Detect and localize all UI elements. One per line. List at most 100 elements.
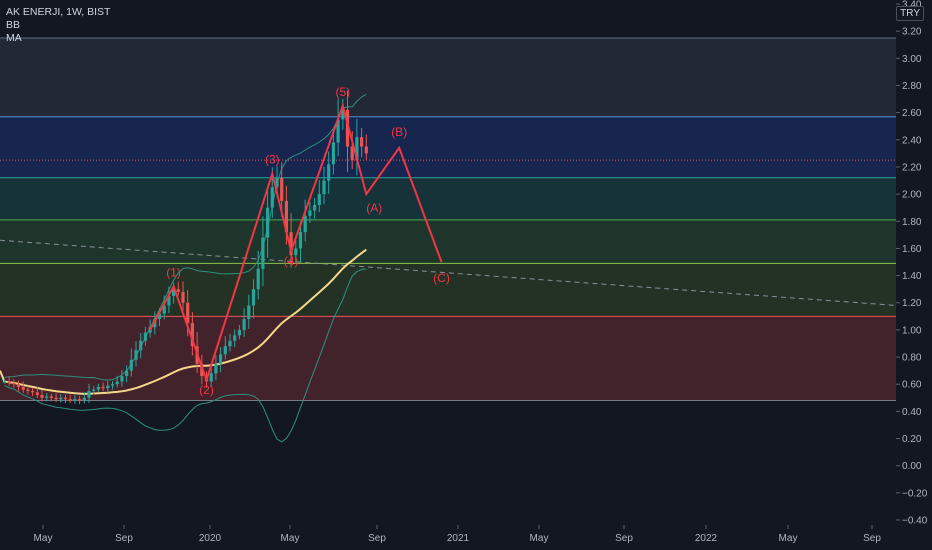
moving-average-line[interactable] [0,248,367,395]
candle-body[interactable] [223,346,227,355]
candle-body[interactable] [190,323,194,347]
time-tick-label: Sep [115,533,133,544]
candle-body[interactable] [298,232,303,249]
candle-body[interactable] [16,384,21,387]
candle-body[interactable] [26,389,30,391]
candle-body[interactable] [35,392,39,396]
candle-body[interactable] [87,391,91,398]
candle-body[interactable] [129,359,133,371]
candle-body[interactable] [78,399,82,401]
candle-body[interactable] [313,204,317,211]
candle-body[interactable] [101,386,105,389]
candle-body[interactable] [322,180,326,195]
candle-body[interactable] [45,396,49,398]
candle-body[interactable] [256,268,260,290]
candle-body[interactable] [162,305,166,314]
candle-body[interactable] [266,207,270,238]
time-tick-label: 2021 [447,533,470,544]
time-tick-label: Sep [863,533,881,544]
wave-label: (B) [391,125,407,139]
candle-body[interactable] [115,381,119,385]
candle-body[interactable] [284,200,288,233]
candle-body[interactable] [219,354,223,364]
candle-body[interactable] [360,137,364,147]
candle-body[interactable] [303,215,307,233]
candle-body[interactable] [247,305,251,320]
candle-body[interactable] [270,187,274,208]
candle-body[interactable] [280,177,284,201]
price-axis-bg[interactable] [896,0,932,550]
time-tick-label: Sep [368,533,386,544]
candle-body[interactable] [73,399,77,401]
candle-body[interactable] [186,302,190,324]
candle-body[interactable] [242,319,246,330]
candle-body[interactable] [68,399,72,401]
fib-levels [0,37,896,402]
candle-body[interactable] [139,340,143,351]
dashed-trend-line[interactable] [0,239,897,306]
candle-body[interactable] [82,397,86,401]
fib-band-2 [0,177,896,220]
ma-indicator-label[interactable]: MA [6,32,22,44]
elliott-wave-path[interactable] [149,102,443,384]
candle-body[interactable] [331,142,335,165]
candle-body[interactable] [214,363,218,374]
candle-body[interactable] [308,210,312,216]
candle-body[interactable] [172,289,176,296]
candle-body[interactable] [275,177,279,188]
fib-band-4 [0,263,896,317]
wave-label: (1) [166,265,181,279]
candle-body[interactable] [294,248,298,256]
candle-body[interactable] [106,385,110,389]
candle-body[interactable] [364,146,368,154]
candle-body[interactable] [12,382,16,385]
symbol-title[interactable]: AK ENERJI, 1W, BIST [6,6,111,18]
price-tick-label: −0.20 [902,488,928,499]
candle-body[interactable] [54,397,58,400]
candle-body[interactable] [289,232,293,256]
candle-body[interactable] [63,397,68,400]
bollinger-lower[interactable] [4,268,367,443]
price-tick-label: 3.40 [902,0,922,11]
candle-body[interactable] [336,119,340,143]
candle-body[interactable] [21,386,25,390]
candle-body[interactable] [31,391,35,393]
candle-body[interactable] [2,381,6,383]
bollinger-upper[interactable] [4,93,367,381]
candle-body[interactable] [317,194,321,205]
bb-indicator-label[interactable]: BB [6,19,21,31]
candle-body[interactable] [345,109,350,147]
candle-body[interactable] [237,329,241,336]
candle-body[interactable] [350,146,354,161]
candle-body[interactable] [7,381,11,383]
time-axis-bg[interactable] [0,525,932,550]
price-tick-label: 2.60 [902,108,922,119]
candle-body[interactable] [251,289,256,306]
candle-body[interactable] [233,335,237,341]
candle-body[interactable] [134,350,138,360]
candle-body[interactable] [49,396,53,398]
candle-body[interactable] [209,373,213,382]
candle-body[interactable] [181,291,185,303]
candle-body[interactable] [120,376,124,382]
candle-body[interactable] [40,395,44,398]
candle-body[interactable] [96,386,100,390]
candle-body[interactable] [167,295,171,306]
candle-body[interactable] [110,384,115,386]
candle-body[interactable] [143,332,147,341]
candle-body[interactable] [327,164,331,181]
currency-button[interactable]: TRY [896,6,924,21]
candle-body[interactable] [125,370,129,377]
candle-body[interactable] [355,137,359,161]
candle-body[interactable] [228,340,232,347]
candle-body[interactable] [261,237,265,269]
candle-body[interactable] [341,109,345,120]
candle-body[interactable] [59,397,63,400]
wave-label: (A) [366,201,382,215]
candle-body[interactable] [92,389,96,391]
candle-body[interactable] [200,363,204,377]
candle-body[interactable] [176,289,180,292]
candle-body[interactable] [157,313,162,320]
